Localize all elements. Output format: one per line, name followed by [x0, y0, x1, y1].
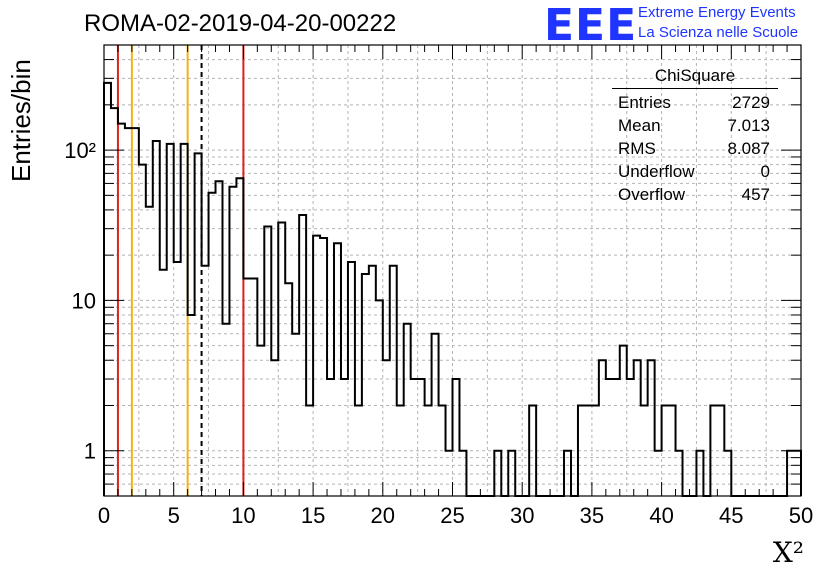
x-tick-label: 30	[510, 503, 534, 528]
stats-box: ChiSquare Entries 2729 Mean 7.013 RMS 8.087…	[612, 66, 778, 206]
y-axis-label: Entries/bin	[6, 59, 36, 182]
stats-title: ChiSquare	[612, 66, 778, 89]
x-tick-label: 10	[231, 503, 255, 528]
y-tick-label: 1	[84, 439, 96, 464]
x-tick-label: 15	[301, 503, 325, 528]
stats-row: Mean 7.013	[618, 116, 770, 135]
x-tick-label: 0	[98, 503, 110, 528]
stats-row: Overflow 457	[618, 185, 770, 204]
x-tick-label: 20	[371, 503, 395, 528]
x-tick-label: 25	[440, 503, 464, 528]
eee-logo: EEE	[544, 0, 638, 51]
stats-row: Entries 2729	[618, 93, 770, 112]
stats-row: Underflow 0	[618, 162, 770, 181]
y-tick-label: 10²	[64, 138, 96, 163]
histogram-series	[103, 81, 802, 497]
plot-title: ROMA-02-2019-04-20-00222	[84, 10, 397, 37]
x-tick-label: 45	[719, 503, 743, 528]
eee-logo-line1: Extreme Energy Events	[638, 4, 796, 21]
x-tick-label: 50	[789, 503, 813, 528]
eee-logo-line2: La Scienza nelle Scuole	[638, 24, 799, 41]
stats-row: RMS 8.087	[618, 139, 770, 158]
y-tick-label: 10	[72, 288, 96, 313]
x-tick-label: 5	[168, 503, 180, 528]
x-tick-label: 40	[649, 503, 673, 528]
x-tick-label: 35	[580, 503, 604, 528]
x-axis-label: X²	[772, 536, 804, 569]
